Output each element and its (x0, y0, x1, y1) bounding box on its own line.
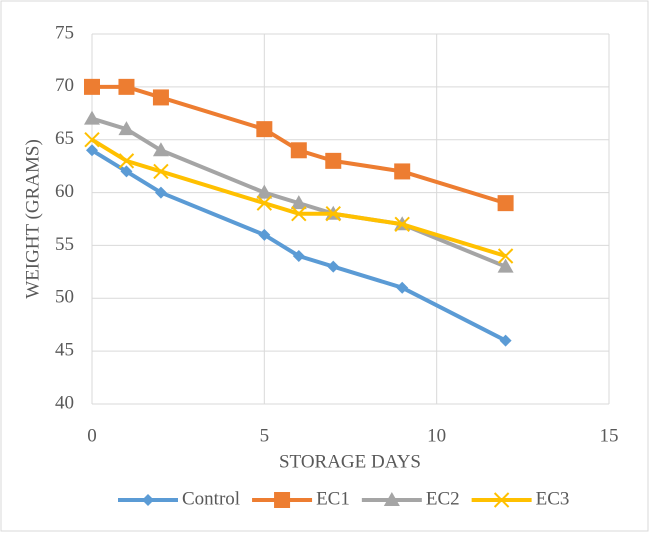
marker (256, 121, 273, 138)
marker (325, 152, 342, 169)
y-tick-label: 70 (55, 75, 74, 96)
y-tick-label: 40 (55, 392, 74, 413)
y-axis-title: WEIGHT (GRAMS) (22, 139, 43, 299)
marker (153, 163, 169, 180)
marker (497, 258, 514, 273)
y-tick-label: 75 (55, 22, 74, 43)
marker (274, 492, 291, 508)
x-tick-label: 15 (600, 425, 619, 446)
marker (84, 78, 100, 95)
marker (152, 89, 169, 106)
y-tick-label: 65 (55, 128, 74, 149)
marker (497, 248, 514, 264)
marker (142, 494, 154, 506)
legend-label: Control (182, 488, 240, 509)
x-tick-label: 5 (260, 425, 270, 446)
legend-label: EC3 (536, 488, 570, 509)
legend-item: EC3 (471, 488, 570, 509)
marker (258, 228, 271, 241)
legend-item: Control (118, 488, 240, 509)
marker (290, 195, 307, 210)
legend-item: EC2 (361, 488, 460, 509)
marker (256, 195, 273, 211)
marker (499, 334, 512, 347)
marker (497, 195, 514, 212)
marker (118, 153, 135, 169)
marker (118, 78, 135, 95)
marker (383, 492, 400, 506)
marker (325, 206, 341, 222)
marker (120, 165, 133, 178)
y-tick-label: 60 (55, 181, 74, 202)
x-tick-label: 0 (87, 425, 97, 446)
marker (292, 250, 305, 262)
marker (291, 206, 307, 222)
marker (154, 186, 167, 199)
marker (290, 142, 307, 159)
marker (84, 132, 100, 148)
marker (396, 281, 409, 294)
x-axis-title: STORAGE DAYS (279, 451, 421, 472)
series-line (90, 138, 507, 258)
legend-label: EC1 (316, 488, 350, 509)
legend-label: EC2 (426, 488, 460, 509)
marker (84, 110, 100, 125)
marker (394, 216, 410, 232)
marker (256, 184, 273, 199)
marker (118, 121, 135, 136)
marker (394, 163, 411, 180)
marker (493, 492, 510, 508)
marker (86, 144, 98, 157)
legend-item: EC1 (252, 488, 350, 509)
marker (327, 260, 340, 273)
marker (152, 142, 169, 157)
y-tick-label: 50 (55, 287, 74, 308)
y-tick-label: 55 (55, 234, 74, 255)
series-line (90, 148, 507, 343)
y-tick-label: 45 (55, 340, 74, 361)
x-tick-label: 10 (427, 425, 446, 446)
